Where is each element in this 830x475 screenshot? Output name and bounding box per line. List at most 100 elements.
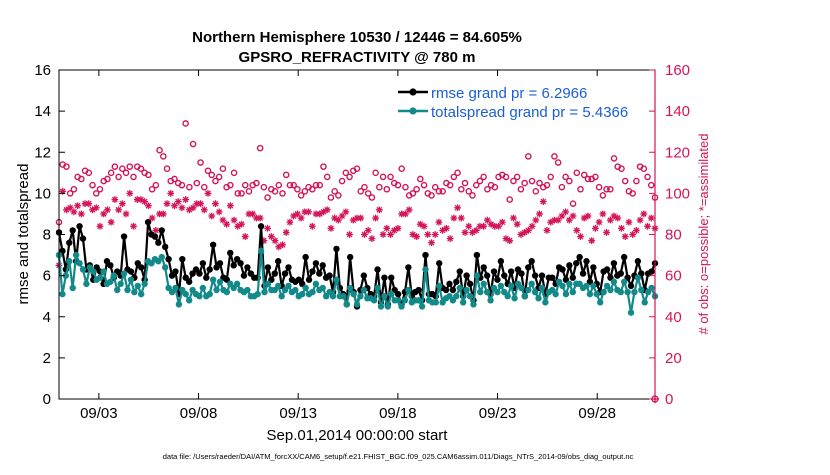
assimilated-obs-marker [621,233,629,240]
totalspread-point [377,303,385,310]
totalspread-point [261,288,268,296]
possible-obs-marker [431,183,439,191]
assimilated-obs-marker [480,222,488,230]
assimilated-obs-marker [636,216,644,224]
totalspread-point [66,258,73,265]
rmse-point [497,258,505,265]
assimilated-obs-marker [141,198,149,205]
rmse-point [617,270,624,277]
y2-tick-label: 40 [665,309,682,326]
assimilated-obs-marker [230,216,238,224]
totalspread-point [278,292,285,300]
totalspread-point [398,303,405,310]
rmse-point [381,274,388,281]
totalspread-point [562,290,570,298]
possible-obs-marker [357,188,365,195]
assimilated-obs-marker [513,220,521,228]
totalspread-point [90,268,97,275]
possible-obs-marker [476,177,484,185]
totalspread-point [72,251,80,259]
totalspread-point [182,290,189,298]
possible-obs-marker [446,181,454,189]
rmse-point [603,266,611,273]
rmse-point [312,260,320,267]
possible-obs-marker [398,165,406,172]
possible-obs-marker [372,169,379,177]
possible-obs-marker [536,179,543,187]
totalspread-point [620,278,628,285]
totalspread-point [459,299,467,306]
possible-obs-marker [376,183,383,191]
possible-obs-marker [379,173,387,181]
rmse-point [244,264,251,271]
totalspread-point [185,297,193,304]
assimilated-obs-marker [443,224,450,232]
possible-obs-marker [193,179,201,187]
rmse-point [79,235,87,242]
totalspread-point [596,299,604,306]
rmse-point [531,272,539,279]
assimilated-obs-marker [308,222,316,230]
rmse-point [573,260,580,267]
rmse-point [319,262,326,269]
totalspread-point [418,303,426,310]
totalspread-point [131,288,138,296]
rmse-point [155,239,162,246]
assimilated-obs-marker [163,200,171,208]
totalspread-point [213,286,220,294]
assimilated-obs-marker [70,208,78,216]
rmse-point [473,251,481,259]
legend-entry-totalspread: totalspread grand pr = 5.4366 [398,104,628,121]
assimilated-obs-marker [115,206,122,214]
rmse-point [518,270,525,277]
totalspread-point [538,284,546,292]
possible-obs-marker [219,165,227,172]
totalspread-point [583,282,590,290]
totalspread-point [254,290,261,298]
totalspread-point [244,286,251,294]
rmse-point [446,280,453,288]
totalspread-point [432,299,439,306]
totalspread-point [648,284,655,292]
y2-tick-label: 100 [665,185,690,202]
assimilated-obs-marker [92,204,100,212]
possible-obs-marker [89,181,96,189]
totalspread-point [196,292,203,300]
rmse-point [463,272,470,279]
totalspread-point [357,292,364,300]
rmse-point [179,255,186,263]
totalspread-point [76,260,83,267]
totalspread-point [504,292,511,300]
y-tick-label: 14 [34,103,51,120]
rmse-point [209,241,217,248]
totalspread-point [329,292,337,300]
possible-obs-marker [145,171,152,179]
rmse-point [69,227,76,234]
totalspread-point [394,297,402,304]
totalspread-point [124,286,131,294]
assimilated-obs-marker [539,198,547,205]
x-tick-label: 09/28 [578,405,616,422]
rmse-point [161,243,169,251]
possible-obs-marker [320,163,327,170]
assimilated-obs-marker [204,189,212,197]
assimilated-obs-marker [383,224,391,232]
totalspread-point [350,290,357,298]
assimilated-obs-marker [200,206,208,214]
possible-obs-marker [353,165,361,172]
totalspread-point [384,303,392,310]
totalspread-point [292,286,299,294]
totalspread-point [79,266,87,273]
totalspread-point [275,282,282,290]
assimilated-obs-marker [357,214,365,222]
totalspread-point [110,272,118,279]
rmse-point [442,286,450,294]
totalspread-point [456,284,463,292]
assimilated-obs-marker [450,214,458,222]
rmse-point [302,253,309,261]
possible-obs-marker [580,171,588,179]
totalspread-point [127,276,135,283]
assimilated-obs-marker [122,210,130,218]
possible-obs-marker [260,183,268,191]
totalspread-point [62,272,70,279]
